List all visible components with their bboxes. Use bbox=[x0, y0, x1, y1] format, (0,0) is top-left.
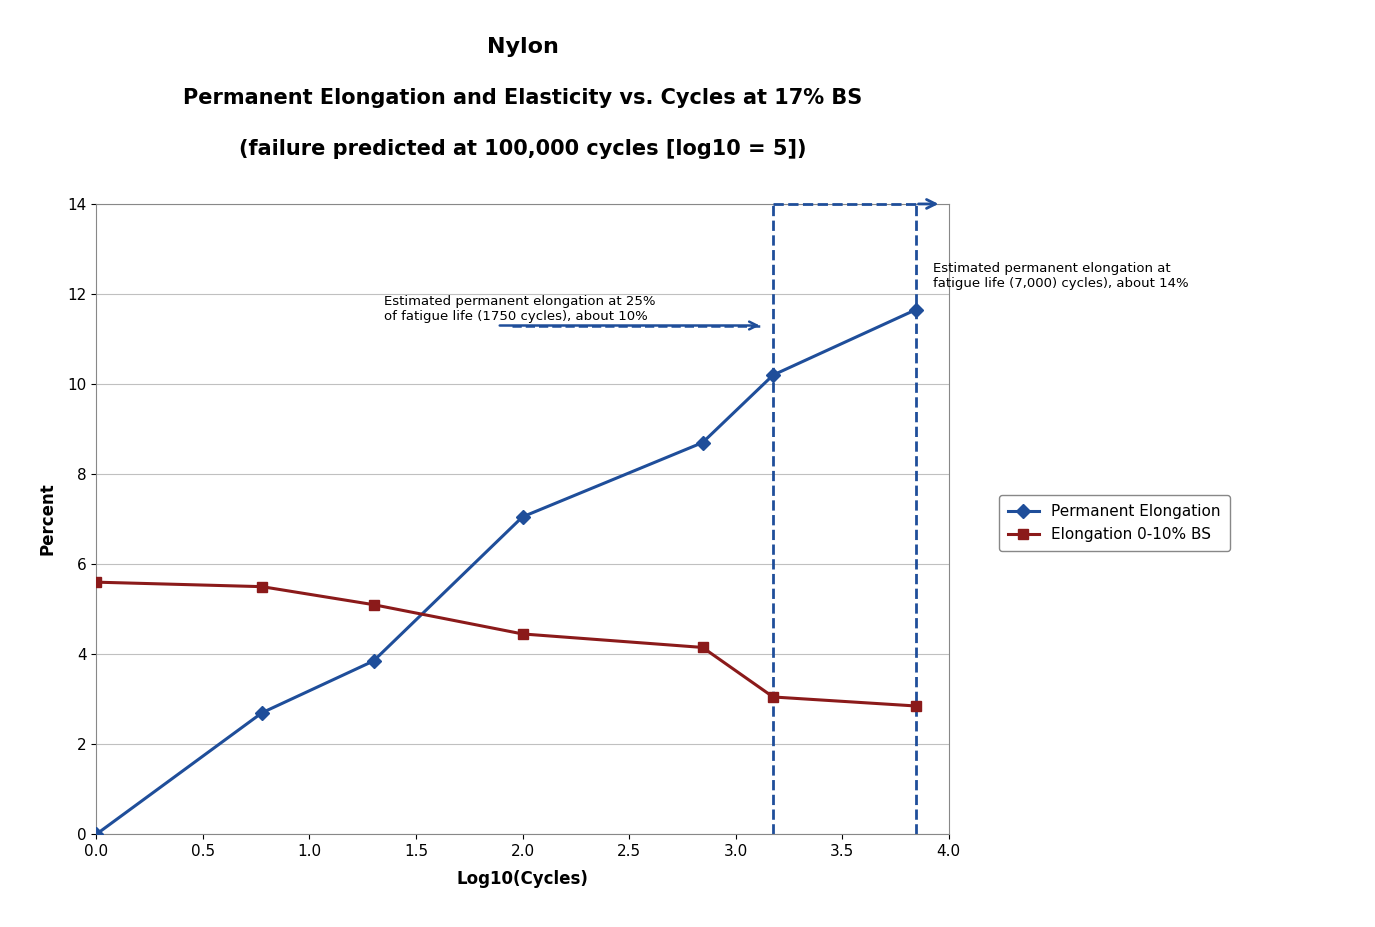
Line: Elongation 0-10% BS: Elongation 0-10% BS bbox=[91, 578, 921, 711]
Permanent Elongation bbox=[254, 707, 271, 718]
Permanent Elongation bbox=[908, 304, 924, 315]
Permanent Elongation bbox=[88, 829, 104, 840]
Permanent Elongation bbox=[366, 655, 382, 667]
Y-axis label: Percent: Percent bbox=[38, 483, 56, 555]
Elongation 0-10% BS bbox=[366, 599, 382, 610]
Text: Permanent Elongation and Elasticity vs. Cycles at 17% BS: Permanent Elongation and Elasticity vs. … bbox=[183, 88, 862, 108]
Permanent Elongation bbox=[765, 370, 781, 381]
Line: Permanent Elongation: Permanent Elongation bbox=[91, 305, 921, 839]
Text: Nylon: Nylon bbox=[487, 37, 558, 57]
X-axis label: Log10(Cycles): Log10(Cycles) bbox=[456, 870, 588, 888]
Elongation 0-10% BS bbox=[908, 701, 924, 712]
Elongation 0-10% BS bbox=[514, 629, 531, 640]
Text: (failure predicted at 100,000 cycles [log10 = 5]): (failure predicted at 100,000 cycles [lo… bbox=[239, 139, 806, 159]
Permanent Elongation bbox=[514, 512, 531, 523]
Elongation 0-10% BS bbox=[694, 641, 711, 653]
Permanent Elongation bbox=[694, 437, 711, 448]
Text: Estimated permanent elongation at 25%
of fatigue life (1750 cycles), about 10%: Estimated permanent elongation at 25% of… bbox=[384, 296, 656, 324]
Elongation 0-10% BS bbox=[254, 581, 271, 592]
Legend: Permanent Elongation, Elongation 0-10% BS: Permanent Elongation, Elongation 0-10% B… bbox=[1000, 495, 1229, 552]
Elongation 0-10% BS bbox=[765, 692, 781, 703]
Text: Estimated permanent elongation at
fatigue life (7,000) cycles), about 14%: Estimated permanent elongation at fatigu… bbox=[932, 262, 1188, 290]
Elongation 0-10% BS bbox=[88, 577, 104, 588]
